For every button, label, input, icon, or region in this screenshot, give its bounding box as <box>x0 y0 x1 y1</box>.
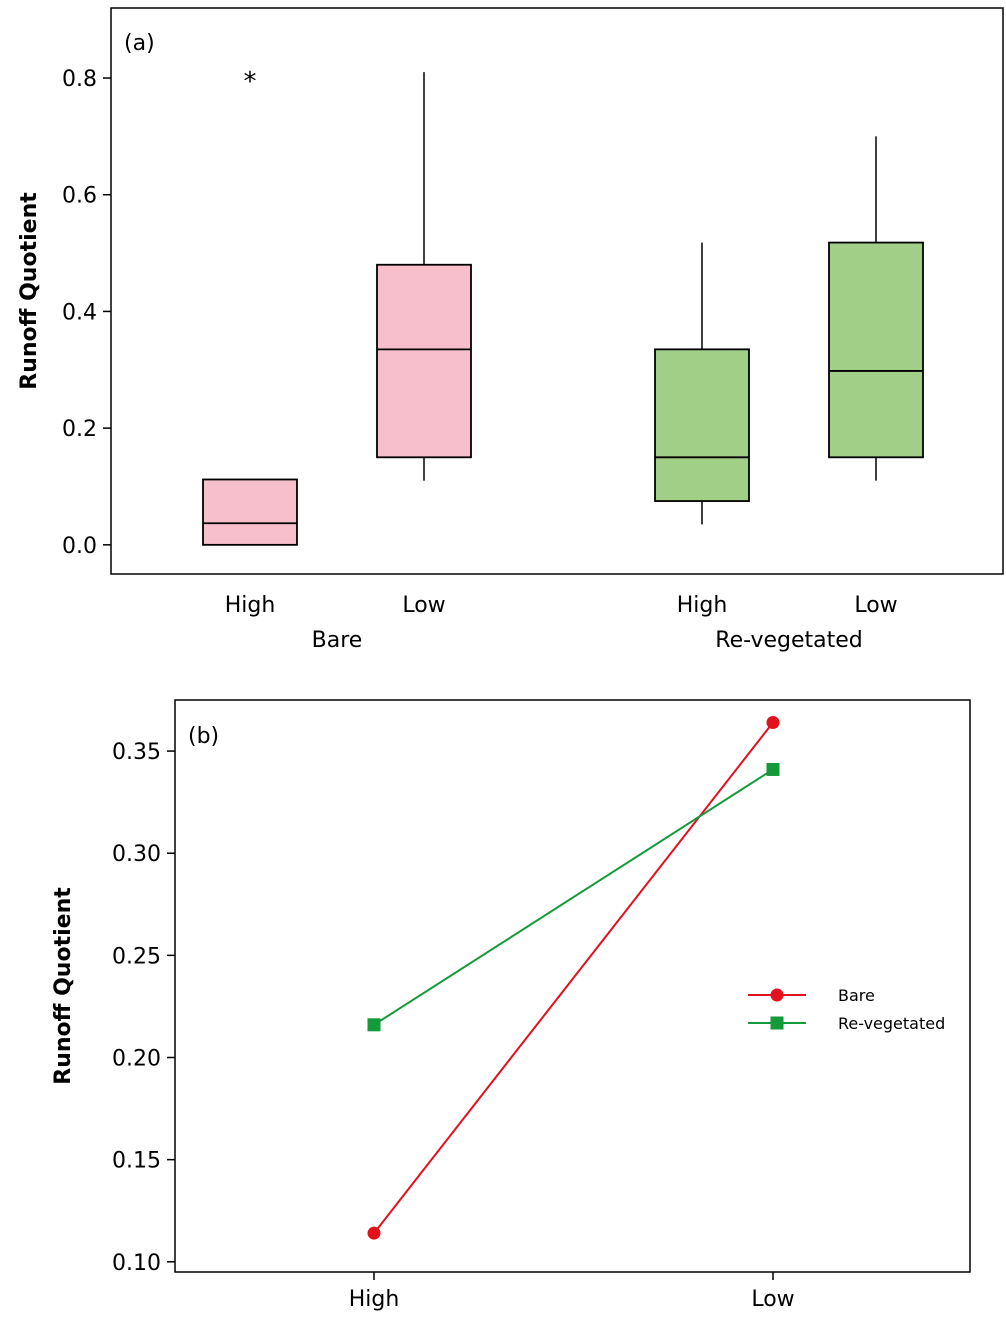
y-axis-title: Runoff Quotient <box>51 887 76 1085</box>
panel-label: (a) <box>124 31 155 56</box>
y-tick-label: 0.35 <box>112 740 161 765</box>
x-category-label: Low <box>854 593 897 618</box>
data-point <box>766 715 780 729</box>
box-3 <box>654 242 750 525</box>
legend-label: Bare <box>838 986 875 1005</box>
x-category-label: Low <box>751 1287 794 1312</box>
panel-a-frame <box>110 7 1004 575</box>
box-1: * <box>202 67 298 546</box>
data-point <box>367 1018 381 1032</box>
y-tick-label: 0.8 <box>62 67 97 92</box>
x-category-label: High <box>677 593 728 618</box>
group-label: Re-vegetated <box>715 628 862 653</box>
x-category-label: High <box>349 1287 400 1312</box>
y-tick-label: 0.10 <box>112 1251 161 1276</box>
box-body <box>654 348 750 502</box>
y-tick-label: 0.2 <box>62 417 97 442</box>
x-category-label: High <box>225 593 276 618</box>
box-4 <box>828 136 924 481</box>
y-tick-label: 0.0 <box>62 534 97 559</box>
series-re-vegetated <box>367 762 780 1032</box>
x-category-label: Low <box>402 593 445 618</box>
legend-item: Bare <box>748 986 875 1005</box>
y-tick-label: 0.4 <box>62 300 97 325</box>
series-line <box>373 721 774 1234</box>
series-bare <box>367 715 780 1240</box>
y-axis-title: Runoff Quotient <box>17 192 42 390</box>
panel-b: 0.10 0.15 0.20 0.25 0.30 0.35 High Low Runoff Qu… <box>51 699 971 1312</box>
box-body <box>376 263 472 459</box>
data-point <box>766 762 780 776</box>
y-tick-label: 0.20 <box>112 1047 161 1072</box>
y-tick-label: 0.15 <box>112 1149 161 1174</box>
legend-item: Re-vegetated <box>748 1014 945 1033</box>
legend-label: Re-vegetated <box>838 1014 945 1033</box>
y-tick-label: 0.6 <box>62 184 97 209</box>
box-2 <box>376 72 472 481</box>
y-tick-label: 0.25 <box>112 944 161 969</box>
outlier-marker: * <box>244 67 257 97</box>
data-point <box>367 1226 381 1240</box>
panel-b-frame <box>174 699 971 1273</box>
group-label: Bare <box>312 628 363 653</box>
legend-marker <box>770 1016 784 1030</box>
box-body <box>828 241 924 459</box>
box-body <box>202 478 298 546</box>
legend: Bare Re-vegetated <box>748 986 945 1033</box>
y-tick-label: 0.30 <box>112 842 161 867</box>
legend-marker <box>770 988 784 1002</box>
series-line <box>373 768 774 1026</box>
panel-label: (b) <box>188 724 219 749</box>
panel-a: 0.0 0.2 0.4 0.6 0.8 Runoff Quotient (a) * High Lo… <box>17 7 1004 653</box>
